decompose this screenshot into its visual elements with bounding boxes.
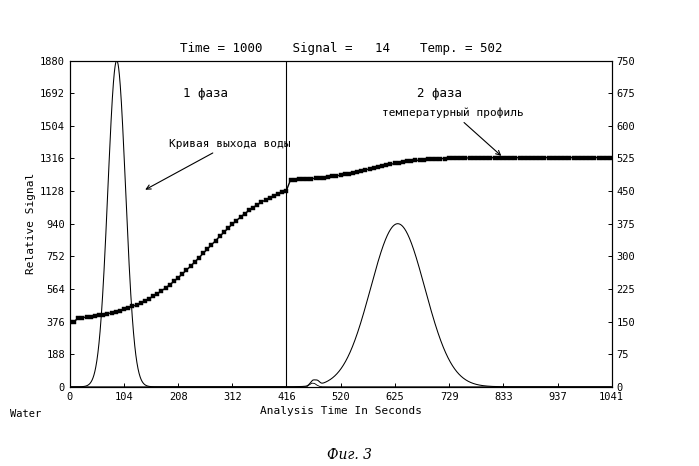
X-axis label: Analysis Time In Seconds: Analysis Time In Seconds — [260, 406, 421, 416]
Text: Фиг. 3: Фиг. 3 — [327, 448, 372, 462]
Text: Кривая выхода воды: Кривая выхода воды — [146, 139, 290, 189]
Text: Water: Water — [10, 409, 42, 419]
Text: температурный профиль: температурный профиль — [382, 107, 524, 155]
Title: Time = 1000    Signal =   14    Temp. = 502: Time = 1000 Signal = 14 Temp. = 502 — [180, 42, 502, 55]
Text: 1 фаза: 1 фаза — [182, 87, 228, 100]
Text: 2 фаза: 2 фаза — [417, 87, 462, 100]
Y-axis label: Relative Signal: Relative Signal — [26, 173, 36, 274]
